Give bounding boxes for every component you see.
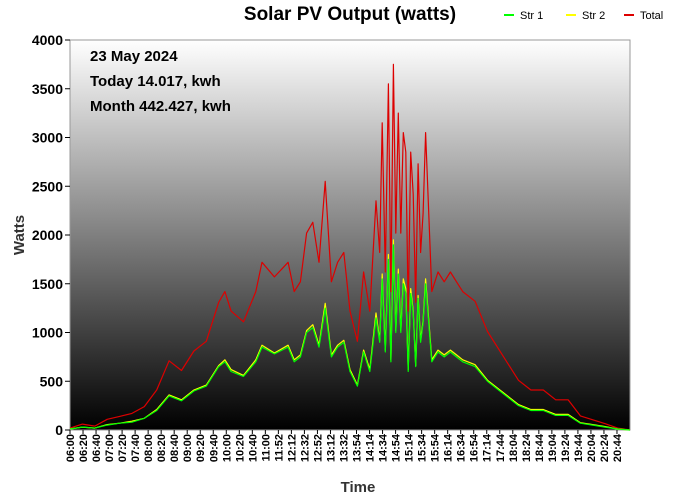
y-tick-label: 4000 xyxy=(32,32,63,48)
x-tick-label: 09:40 xyxy=(208,434,220,462)
x-tick-label: 15:54 xyxy=(430,433,442,462)
y-tick-label: 1000 xyxy=(32,325,63,341)
x-tick-label: 19:44 xyxy=(573,433,585,462)
x-tick-label: 12:32 xyxy=(299,434,311,462)
x-axis: 06:00 06:20 06:40 07:00 07:20 07:40 08:00 08:20… xyxy=(65,430,624,462)
x-tick-label: 15:34 xyxy=(417,433,429,462)
annotation-date: 23 May 2024 xyxy=(90,48,178,65)
x-tick-label: 11:00 xyxy=(260,434,272,462)
x-tick-label: 18:44 xyxy=(534,433,546,462)
chart-title: Solar PV Output (watts) xyxy=(244,4,456,25)
legend: Str 1 Str 2 Total xyxy=(504,10,663,22)
series-line-total xyxy=(69,63,631,431)
series-line-str-1 xyxy=(69,244,631,431)
x-tick-label: 10:20 xyxy=(234,434,246,462)
x-tick-label: 13:32 xyxy=(338,434,350,462)
y-axis-title: Watts xyxy=(11,215,28,255)
annotation-today: Today 14.017, kwh xyxy=(90,73,221,90)
x-tick-label: 08:20 xyxy=(156,434,168,462)
y-tick-label: 500 xyxy=(40,373,64,389)
x-tick-label: 07:20 xyxy=(117,434,129,462)
legend-label: Str 2 xyxy=(582,10,605,22)
x-tick-label: 14:34 xyxy=(378,433,390,462)
x-tick-label: 09:20 xyxy=(195,434,207,462)
x-tick-label: 13:54 xyxy=(352,433,364,462)
x-tick-label: 10:40 xyxy=(247,434,259,462)
x-tick-label: 18:24 xyxy=(521,433,533,462)
y-tick-label: 1500 xyxy=(32,276,63,292)
x-tick-label: 08:40 xyxy=(169,434,181,462)
x-tick-label: 06:20 xyxy=(78,434,90,462)
x-tick-label: 17:14 xyxy=(482,433,494,462)
legend-label: Total xyxy=(640,10,663,22)
x-tick-label: 16:54 xyxy=(469,433,481,462)
x-tick-label: 13:12 xyxy=(325,434,337,462)
legend-label: Str 1 xyxy=(520,10,543,22)
x-tick-label: 16:34 xyxy=(456,433,468,462)
annotation-month: Month 442.427, kwh xyxy=(90,98,231,115)
y-tick-label: 2000 xyxy=(32,227,63,243)
x-tick-label: 11:52 xyxy=(273,434,285,462)
x-tick-label: 06:40 xyxy=(91,434,103,462)
x-tick-label: 12:52 xyxy=(312,434,324,462)
x-tick-label: 17:44 xyxy=(495,433,507,462)
x-tick-label: 06:00 xyxy=(65,434,77,462)
x-tick-label: 20:44 xyxy=(612,433,624,462)
y-tick-label: 0 xyxy=(55,422,63,438)
x-tick-label: 19:24 xyxy=(560,433,572,462)
x-tick-label: 20:24 xyxy=(599,433,611,462)
plot-area xyxy=(69,39,631,431)
x-tick-label: 15:14 xyxy=(404,433,416,462)
x-tick-label: 07:40 xyxy=(130,434,142,462)
x-tick-label: 07:00 xyxy=(104,434,116,462)
y-tick-label: 3000 xyxy=(32,130,63,146)
x-tick-label: 08:00 xyxy=(143,434,155,462)
x-tick-label: 09:00 xyxy=(182,434,194,462)
x-tick-label: 18:04 xyxy=(508,433,520,462)
y-axis: 0 500 1000 1500 2000 2500 3000 3500 4000 xyxy=(32,32,70,438)
x-tick-label: 12:12 xyxy=(286,434,298,462)
series-lines xyxy=(69,63,631,431)
y-tick-label: 2500 xyxy=(32,178,63,194)
x-axis-title: Time xyxy=(341,479,376,496)
x-tick-label: 10:00 xyxy=(221,434,233,462)
x-tick-label: 16:14 xyxy=(443,433,455,462)
y-tick-label: 3500 xyxy=(32,81,63,97)
x-tick-label: 19:04 xyxy=(547,433,559,462)
x-tick-label: 14:54 xyxy=(391,433,403,462)
x-tick-label: 20:04 xyxy=(586,433,598,462)
x-tick-label: 14:14 xyxy=(365,433,377,462)
